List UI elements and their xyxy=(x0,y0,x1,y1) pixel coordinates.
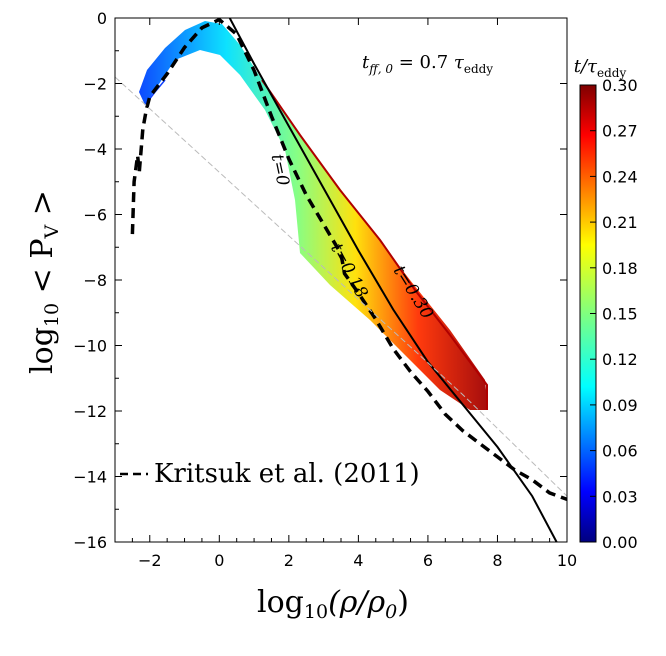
y-tick-label: −14 xyxy=(73,468,107,487)
x-tick-label: −2 xyxy=(138,551,162,570)
y-tick-label: −8 xyxy=(83,271,107,290)
colorbar-label: t/τeddy xyxy=(574,56,627,80)
colorbar-tick-label: 0.00 xyxy=(602,533,638,552)
x-tick-label: 4 xyxy=(353,551,363,570)
y-tick-label: −2 xyxy=(83,75,107,94)
y-tick-label: 0 xyxy=(97,9,107,28)
simulation-fan xyxy=(139,21,488,410)
series-reference-slope xyxy=(115,76,567,497)
colorbar-tick-label: 0.15 xyxy=(602,305,638,324)
colorbar-tick-label: 0.12 xyxy=(602,350,638,369)
plot-area xyxy=(115,18,567,542)
y-tick-label: −12 xyxy=(73,402,107,421)
condition-annotation: tff, 0 = 0.7 τeddy xyxy=(362,52,493,76)
y-tick-label: −10 xyxy=(73,337,107,356)
series-power-law-fit xyxy=(228,18,558,542)
x-tick-label: 2 xyxy=(284,551,294,570)
simulation-fan-red-edge xyxy=(261,79,488,410)
colorbar-tick-label: 0.24 xyxy=(602,167,638,186)
colorbar-tick-label: 0.06 xyxy=(602,442,638,461)
colorbar-tick-label: 0.21 xyxy=(602,213,638,232)
series-kritsuk-et-al-2011 xyxy=(130,18,567,502)
colorbar-tick-label: 0.30 xyxy=(602,76,638,95)
legend-label: Kritsuk et al. (2011) xyxy=(154,459,420,489)
y-tick-label: −6 xyxy=(83,206,107,225)
y-tick-label: −4 xyxy=(83,140,107,159)
colorbar-tick-label: 0.18 xyxy=(602,259,638,278)
x-tick-label: 10 xyxy=(557,551,577,570)
colorbar-tick-label: 0.09 xyxy=(602,396,638,415)
colorbar-tick-label: 0.27 xyxy=(602,122,638,141)
x-tick-label: 0 xyxy=(214,551,224,570)
colorbar-tick-label: 0.03 xyxy=(602,487,638,506)
x-axis-label: log10(ρ/ρ0) xyxy=(257,585,409,623)
y-tick-label: −16 xyxy=(73,533,107,552)
y-axis-label: log10 < PV > xyxy=(25,190,63,374)
x-tick-label: 8 xyxy=(492,551,502,570)
x-tick-label: 6 xyxy=(423,551,433,570)
